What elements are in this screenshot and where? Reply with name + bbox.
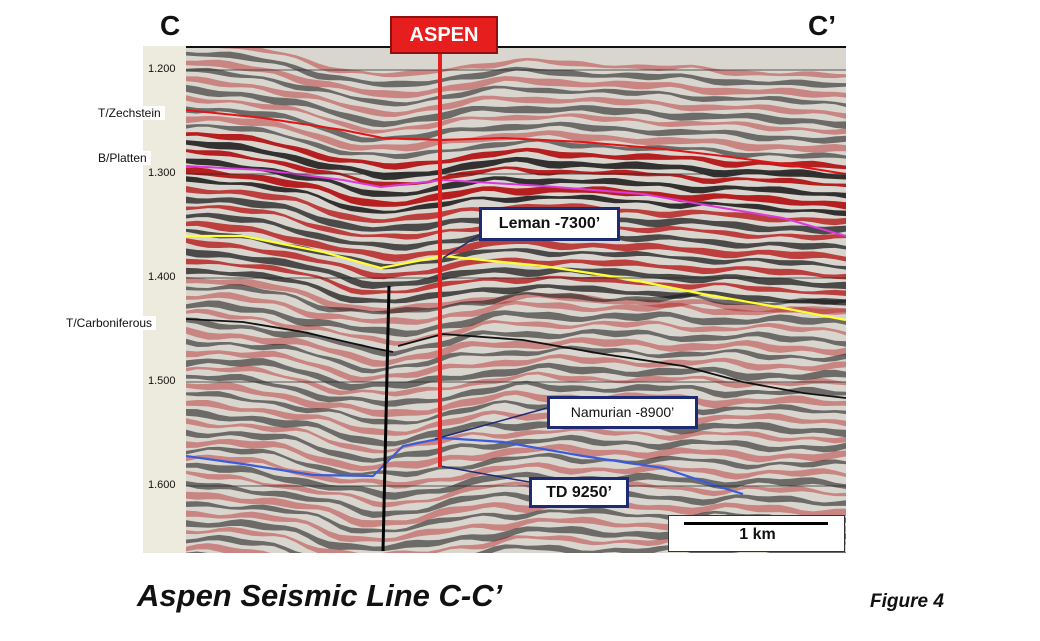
reflector-band bbox=[186, 338, 846, 374]
time-gridlines bbox=[186, 69, 846, 487]
horizon-lines bbox=[186, 109, 846, 496]
reflector-band bbox=[186, 167, 846, 210]
reflector-band bbox=[186, 418, 846, 454]
figure-caption: Aspen Seismic Line C-C’ bbox=[137, 578, 503, 613]
reflector-band bbox=[186, 186, 846, 226]
scale-bar-box: 1 km bbox=[668, 515, 845, 552]
time-tick-1300: 1.300 bbox=[148, 167, 176, 179]
reflector-band bbox=[186, 228, 846, 270]
horizon-b-platten bbox=[186, 165, 846, 237]
figure-number: Figure 4 bbox=[870, 591, 944, 612]
reflector-band bbox=[186, 446, 846, 478]
reflector-band bbox=[186, 158, 846, 199]
reflector-band bbox=[186, 374, 846, 407]
time-tick-1200: 1.200 bbox=[148, 63, 176, 75]
scale-bar-line bbox=[684, 522, 828, 525]
horizon-label-t-zechstein: T/Zechstein bbox=[94, 106, 165, 120]
reflector-band bbox=[186, 149, 846, 188]
reflector-band bbox=[186, 365, 846, 397]
reflector-band bbox=[186, 292, 846, 325]
line-start-label-c: C bbox=[160, 10, 181, 41]
reflector-band bbox=[186, 220, 846, 262]
reflector-band bbox=[186, 382, 846, 418]
td-leader-line bbox=[439, 465, 530, 483]
horizon-leman bbox=[186, 234, 846, 322]
namurian-leader-line bbox=[434, 407, 548, 440]
reflector-band bbox=[186, 409, 846, 447]
reflector-band bbox=[186, 84, 846, 129]
reflector-band bbox=[186, 391, 846, 425]
reflector-band bbox=[186, 95, 846, 135]
reflector-band bbox=[186, 481, 846, 518]
reflector-band bbox=[186, 76, 846, 119]
seismic-section bbox=[143, 46, 846, 553]
horizon-t-zechstein bbox=[186, 109, 846, 175]
horizon-label-t-carboniferous: T/Carboniferous bbox=[62, 316, 157, 330]
reflector-band bbox=[186, 454, 846, 489]
horizon-t-carboniferous-east bbox=[397, 333, 846, 399]
fault-line bbox=[381, 285, 391, 552]
line-end-label-c-prime: C’ bbox=[808, 10, 836, 41]
horizon-namurian bbox=[186, 436, 744, 496]
reflector-band bbox=[186, 238, 846, 280]
well-name-box: ASPEN bbox=[390, 16, 498, 54]
reflector-band bbox=[186, 308, 846, 346]
reflector-band bbox=[186, 300, 846, 338]
reflector-band bbox=[186, 140, 846, 180]
horizon-label-b-platten: B/Platten bbox=[94, 151, 151, 165]
reflector-band bbox=[186, 510, 846, 543]
reflector-band bbox=[186, 116, 846, 153]
reflector-band bbox=[186, 106, 846, 144]
reflector-band bbox=[186, 248, 846, 290]
reflector-band bbox=[186, 284, 846, 315]
reflector-band bbox=[186, 176, 846, 217]
reflector-band bbox=[186, 59, 846, 99]
time-tick-1600: 1.600 bbox=[148, 479, 176, 491]
reflector-band bbox=[186, 501, 846, 534]
reflector-band bbox=[186, 350, 846, 383]
reflector-band bbox=[186, 276, 846, 315]
reflector-band bbox=[186, 258, 846, 296]
reflector-band bbox=[186, 438, 846, 472]
reflector-band bbox=[186, 326, 846, 367]
reflector-band bbox=[186, 67, 846, 107]
reflector-band bbox=[186, 543, 271, 553]
leman-leader-line bbox=[442, 233, 482, 259]
namurian-depth-callout: Namurian -8900’ bbox=[547, 396, 698, 429]
reflector-band bbox=[186, 462, 846, 500]
td-depth-callout: TD 9250’ bbox=[529, 477, 629, 508]
reflector-band bbox=[186, 429, 846, 463]
time-tick-1400: 1.400 bbox=[148, 271, 176, 283]
horizon-t-carboniferous-west bbox=[186, 318, 394, 353]
reflector-band bbox=[186, 491, 846, 528]
reflector-band bbox=[186, 132, 846, 170]
scale-bar-label: 1 km bbox=[739, 526, 776, 543]
reflector-band bbox=[186, 317, 846, 357]
reflector-band bbox=[186, 358, 846, 391]
reflector-band bbox=[186, 551, 208, 553]
time-tick-1500: 1.500 bbox=[148, 375, 176, 387]
leman-depth-callout: Leman -7300’ bbox=[479, 207, 620, 241]
reflector-band bbox=[186, 400, 846, 436]
time-axis-strip bbox=[143, 46, 186, 553]
